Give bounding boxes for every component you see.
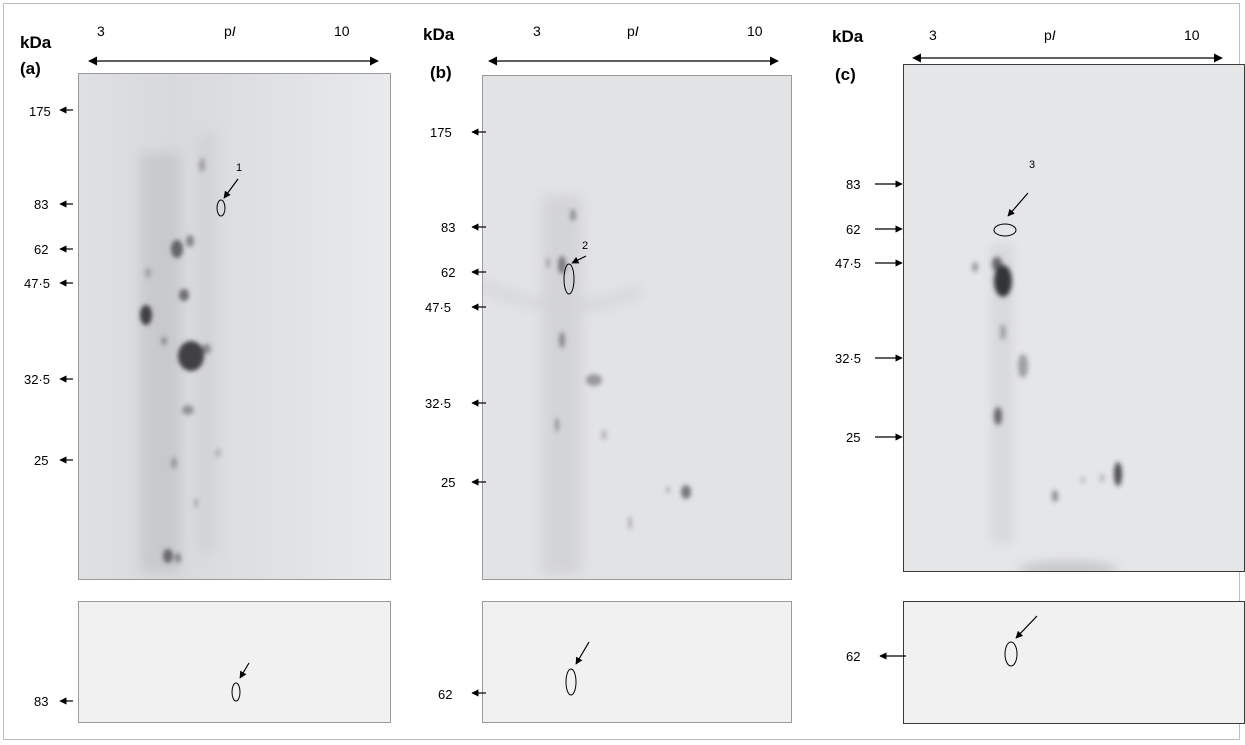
panel-a-spot-arrow <box>223 178 239 199</box>
panel-c-marker-arrows <box>875 180 906 660</box>
panel-c-marker-83: 83 <box>846 177 861 192</box>
panel-c-label: (c) <box>835 65 856 84</box>
panel-a-ph-axis-italic: I <box>231 23 236 39</box>
panel-a-western-arrow <box>239 662 250 679</box>
panel-b-western-arrow <box>575 641 590 665</box>
panel-b-marker-62: 62 <box>441 265 456 280</box>
panel-c-marker-32-5: 32·5 <box>835 351 862 366</box>
panel-b-2d-gel <box>482 75 792 580</box>
panel-c-ph-axis-label: pI <box>1044 27 1056 43</box>
panel-b-western-blot <box>482 601 792 723</box>
panel-b-marker-175: 175 <box>430 125 452 140</box>
panel-b-kda-label: kDa <box>423 25 455 44</box>
panel-a-marker-47-5: 47·5 <box>24 276 51 291</box>
panel-c-ph-low: 3 <box>929 27 937 43</box>
panel-b-marker-47-5: 47·5 <box>425 300 452 315</box>
panel-b-spot-ellipse <box>563 263 575 295</box>
panel-b-ph-low: 3 <box>533 23 541 39</box>
panel-c-spot-ellipse <box>993 223 1017 237</box>
panel-b-western-ellipse <box>565 668 577 696</box>
panel-a-gel-image <box>78 73 391 580</box>
panel-a-marker-83: 83 <box>34 197 49 212</box>
panel-c-marker-25: 25 <box>846 430 861 445</box>
panel-c-marker-62: 62 <box>846 222 861 237</box>
panel-b-western-image <box>482 601 792 723</box>
panel-a-western-image <box>78 601 391 723</box>
panel-a-ph-axis-label: pI <box>224 23 236 39</box>
panel-a-marker-62: 62 <box>34 242 49 257</box>
panel-c-western-blot <box>903 601 1245 724</box>
panel-c-western-marker: 62 <box>846 649 861 664</box>
panel-a-ph-high: 10 <box>334 23 350 39</box>
panel-b-ph-axis-label: pI <box>627 23 639 39</box>
panel-a-western-marker: 83 <box>34 694 49 709</box>
panel-b-spot-arrow <box>571 255 587 264</box>
panel-c-western-ellipse <box>1004 641 1018 667</box>
panel-c-2d-gel <box>903 64 1245 572</box>
panel-b-marker-25: 25 <box>441 475 456 490</box>
panel-c-western-arrow <box>1015 615 1038 639</box>
panel-a-spot-ellipse <box>216 199 226 217</box>
panel-b-ph-axis-italic: I <box>634 23 639 39</box>
panel-b-marker-83: 83 <box>441 220 456 235</box>
panel-c-marker-47-5: 47·5 <box>835 256 862 271</box>
panel-a-marker-arrows <box>59 106 73 705</box>
panel-c-spot-number: 3 <box>1029 159 1036 171</box>
panel-b-marker-32-5: 32·5 <box>425 396 452 411</box>
panel-b-spot-number: 2 <box>582 240 589 252</box>
panel-a-marker-175: 175 <box>29 104 51 119</box>
panel-c-gel-image <box>903 64 1245 572</box>
panel-c-ph-axis-italic: I <box>1051 27 1056 43</box>
panel-c-ph-high: 10 <box>1184 27 1200 43</box>
panel-c-kda-label: kDa <box>832 27 864 46</box>
panel-b-marker-arrows <box>471 128 486 697</box>
panel-a-2d-gel <box>78 73 391 580</box>
panel-a-western-blot <box>78 601 391 723</box>
panel-a-kda-label: kDa <box>20 33 52 52</box>
panel-c-western-image <box>903 601 1245 724</box>
panel-a-marker-32-5: 32·5 <box>24 372 51 387</box>
panel-b-ph-high: 10 <box>747 23 763 39</box>
panel-c-spot-arrow <box>1007 192 1029 217</box>
panel-a-label: (a) <box>20 59 41 78</box>
panel-a-marker-25: 25 <box>34 453 49 468</box>
panel-b-label: (b) <box>430 63 452 82</box>
panel-b-western-marker: 62 <box>438 687 453 702</box>
panel-b-gel-image <box>482 75 792 580</box>
panel-a-western-ellipse <box>231 682 241 702</box>
panel-a-ph-low: 3 <box>97 23 105 39</box>
panel-a-spot-number: 1 <box>236 162 243 174</box>
